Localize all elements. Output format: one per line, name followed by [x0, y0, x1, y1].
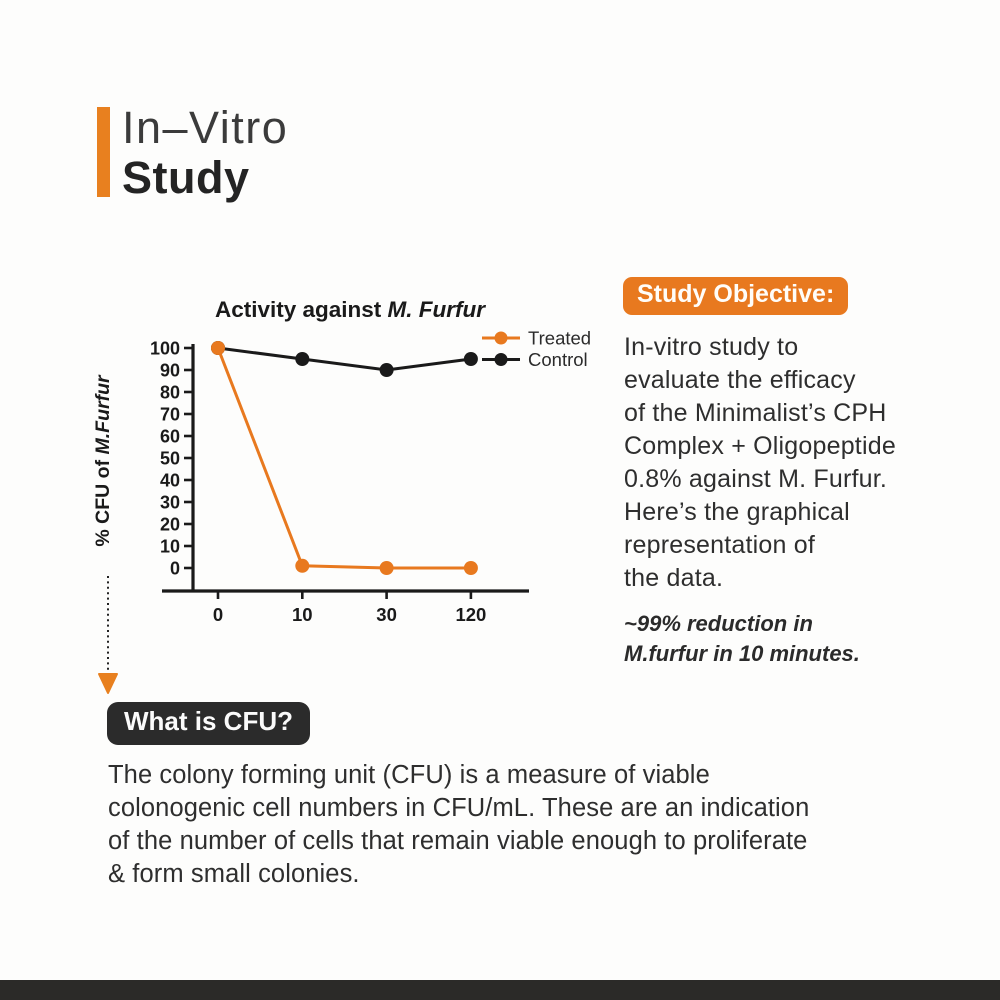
y-tick-label: 40	[160, 471, 180, 491]
study-result-note: ~99% reduction in M.furfur in 10 minutes…	[624, 611, 860, 666]
activity-chart: Activity against M. Furfur % CFU of M.Fur…	[92, 283, 615, 628]
chart-title: Activity against M. Furfur	[215, 297, 486, 322]
legend-treated-dot	[494, 331, 508, 345]
header-accent-bar	[97, 107, 110, 197]
series-treated-point	[463, 561, 478, 575]
bottom-bar	[0, 980, 1000, 1000]
y-tick-label: 90	[160, 361, 180, 381]
page-title-line1: In–Vitro	[122, 102, 289, 153]
activity-chart-svg: Activity against M. Furfur % CFU of M.Fur…	[92, 297, 591, 625]
series-control-line	[217, 346, 472, 372]
dashed-arrow-svg	[98, 576, 118, 694]
series-control-point	[463, 352, 478, 366]
series-treated-point	[295, 558, 310, 573]
y-tick-label: 10	[160, 537, 180, 557]
series-control-point	[295, 352, 310, 366]
x-tick-label: 10	[292, 604, 313, 625]
legend-treated-label: Treated	[528, 328, 591, 349]
what-is-cfu-badge: What is CFU?	[107, 702, 310, 745]
series-control-point	[379, 363, 394, 377]
arrow-head	[98, 673, 118, 694]
legend-control-label: Control	[528, 349, 588, 370]
dashed-arrow-down	[95, 572, 121, 705]
page-header: In–Vitro Study	[97, 103, 288, 203]
y-tick-label: 100	[150, 339, 180, 359]
y-tick-label: 50	[160, 449, 180, 469]
series-treated-point	[379, 561, 394, 575]
y-tick-label: 30	[160, 493, 180, 513]
y-tick-label: 60	[160, 427, 180, 447]
study-objective-text: In-vitro study to evaluate the efficacy …	[624, 333, 896, 592]
study-objective-badge: Study Objective:	[623, 277, 849, 315]
page-title-line2: Study	[122, 152, 250, 203]
y-tick-label: 20	[160, 515, 180, 535]
y-tick-label: 0	[170, 559, 180, 579]
y-tick-label: 80	[160, 383, 180, 403]
legend-control-dot	[494, 353, 508, 366]
x-tick-label: 0	[213, 604, 223, 625]
y-tick-label: 70	[160, 405, 180, 425]
x-tick-label: 120	[455, 604, 486, 625]
series-treated-line	[216, 347, 471, 570]
page-title: In–Vitro Study	[122, 103, 288, 203]
y-axis-title: % CFU of M.Furfur	[95, 374, 114, 547]
series-treated-point	[211, 341, 225, 355]
cfu-description-text: The colony forming unit (CFU) is a measu…	[108, 761, 810, 888]
x-tick-label: 30	[376, 604, 397, 625]
